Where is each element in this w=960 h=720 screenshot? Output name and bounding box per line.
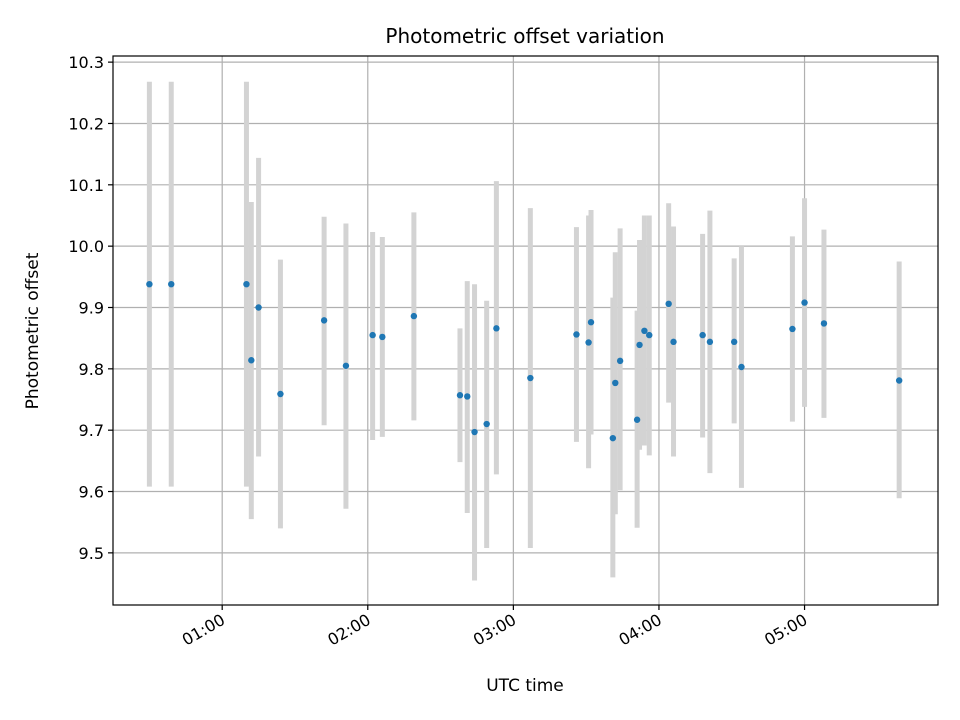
y-tick-label: 10.1 — [68, 176, 104, 195]
data-point — [146, 280, 153, 288]
data-point — [699, 331, 706, 339]
data-point — [277, 390, 284, 398]
data-point — [801, 299, 808, 306]
point-layer — [146, 280, 903, 442]
data-point — [616, 357, 624, 365]
y-tick-label: 9.5 — [79, 544, 104, 563]
data-point — [464, 393, 471, 400]
y-tick-label: 10.2 — [68, 114, 104, 133]
y-axis-label: Photometric offset — [23, 252, 43, 409]
data-point — [706, 338, 714, 346]
data-point — [255, 304, 262, 311]
data-point — [665, 300, 672, 308]
data-point — [646, 331, 653, 339]
data-point — [410, 312, 418, 320]
plot-frame — [112, 55, 939, 606]
data-point — [168, 280, 175, 288]
y-tick-label: 9.9 — [79, 298, 104, 317]
data-point — [641, 327, 648, 335]
data-point — [342, 362, 350, 369]
y-tick-label: 10.3 — [68, 53, 104, 72]
data-point — [633, 416, 641, 423]
data-point — [320, 317, 328, 324]
data-point — [573, 331, 580, 338]
data-point — [895, 377, 903, 384]
data-point — [612, 379, 619, 387]
data-point — [587, 319, 595, 326]
data-point — [471, 428, 478, 436]
x-axis-label: UTC time — [486, 676, 564, 696]
data-point — [379, 333, 386, 341]
chart-title: Photometric offset variation — [385, 24, 664, 48]
y-tick-label: 10.0 — [68, 237, 104, 256]
data-point — [585, 339, 592, 346]
data-point — [789, 325, 796, 333]
data-point — [483, 420, 490, 428]
y-tick-label: 9.7 — [79, 421, 104, 440]
y-tick-label: 9.8 — [79, 360, 104, 379]
data-point — [738, 363, 745, 371]
data-point — [609, 434, 617, 442]
data-point — [636, 341, 643, 349]
y-tick-label: 9.6 — [79, 483, 104, 502]
data-point — [820, 320, 828, 327]
data-point — [243, 280, 250, 288]
data-point — [493, 325, 500, 332]
data-point — [369, 331, 376, 339]
data-point — [670, 338, 677, 346]
data-point — [248, 357, 255, 364]
data-point — [456, 392, 464, 399]
data-point — [730, 338, 738, 346]
data-point — [527, 374, 534, 382]
